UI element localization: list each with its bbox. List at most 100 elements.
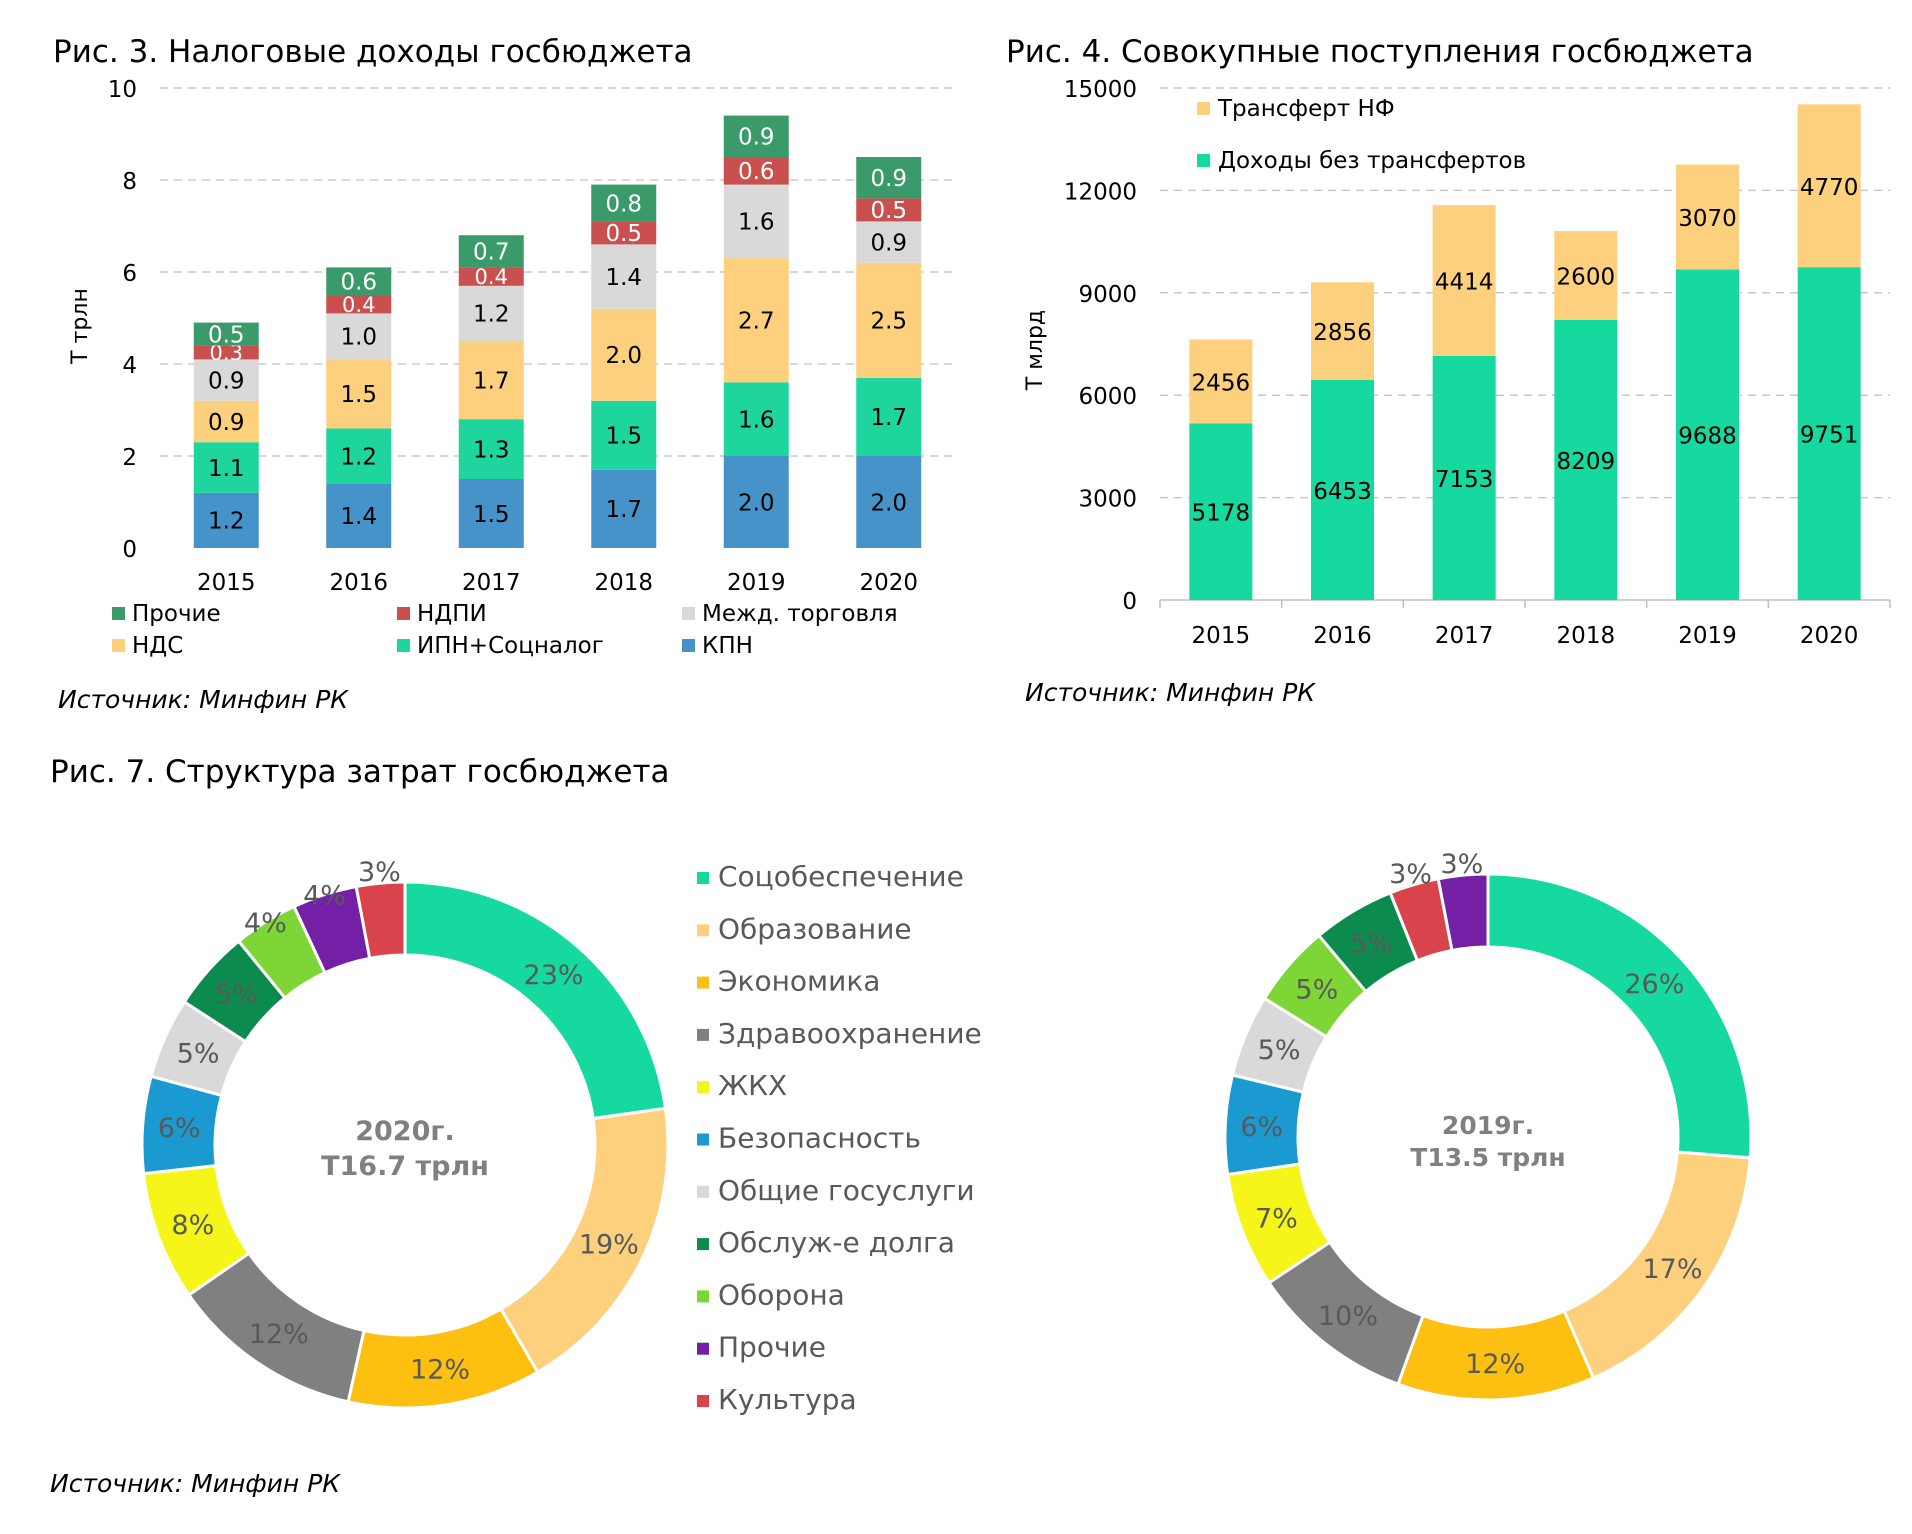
fig4-bar-доходы-без-трансфертов bbox=[1676, 269, 1739, 600]
donut-2019-slice-label: 26% bbox=[1624, 969, 1684, 1000]
fig3-bar-ндс bbox=[856, 262, 922, 378]
fig4-title: Рис. 4. Совокупные поступления госбюджет… bbox=[1006, 34, 1754, 70]
fig7-legend-образование: Образование bbox=[718, 912, 912, 945]
fig3-bar-межд-торговля bbox=[193, 359, 259, 401]
fig3-y-tick: 8 bbox=[122, 169, 137, 195]
fig4-bar-доходы-без-трансфертов bbox=[1189, 423, 1253, 600]
donut-2020-slice-label: 8% bbox=[171, 1210, 214, 1241]
fig7-legend-swatch bbox=[697, 976, 709, 989]
fig3-bar-ндпи bbox=[856, 198, 922, 222]
fig4-data-label: 2600 bbox=[1557, 264, 1616, 290]
fig3-bar-прочие bbox=[723, 115, 789, 157]
fig7-legend-прочие: Прочие bbox=[718, 1331, 826, 1364]
fig3-bar-ндс bbox=[326, 359, 392, 429]
fig4-x-tick: 2018 bbox=[1557, 623, 1616, 649]
donut-2019-slice-label: 3% bbox=[1389, 859, 1432, 890]
fig3-bar-прочие bbox=[458, 235, 524, 268]
donut-2020-slice-label: 6% bbox=[158, 1113, 201, 1144]
fig4-y-axis-label: Т млрд bbox=[1023, 310, 1048, 391]
donut-2019-slice-label: 5% bbox=[1350, 928, 1393, 959]
fig4-data-label: 7153 bbox=[1435, 467, 1494, 493]
fig4-data-label: 2456 bbox=[1192, 370, 1251, 396]
fig3-bar-кпн bbox=[458, 479, 524, 548]
fig3-bar-межд-торговля bbox=[458, 285, 524, 341]
fig3-data-label: 0.9 bbox=[208, 368, 245, 394]
donut-2019-slice-label: 5% bbox=[1295, 974, 1338, 1005]
donut-2020-center-total: Т16.7 трлн bbox=[321, 1151, 489, 1182]
fig3-y-tick: 4 bbox=[122, 353, 137, 379]
donut-2020-slice-label: 12% bbox=[410, 1354, 470, 1385]
fig3-data-label: 1.7 bbox=[870, 405, 907, 431]
fig4-x-tick: 2020 bbox=[1800, 623, 1859, 649]
fig3-y-tick: 6 bbox=[122, 261, 137, 287]
fig7-legend-культура: Культура bbox=[718, 1383, 857, 1416]
fig4-bar-доходы-без-трансфертов bbox=[1432, 355, 1496, 600]
fig3-y-axis-label: Т трлн bbox=[68, 288, 93, 365]
fig3-bar-ипн-соцналог bbox=[591, 400, 657, 470]
fig3-data-label: 0.9 bbox=[208, 410, 245, 436]
fig7-title: Рис. 7. Структура затрат госбюджета bbox=[50, 754, 670, 790]
fig3-bar-ипн-соцналог bbox=[193, 442, 259, 493]
fig4-data-label: 5178 bbox=[1192, 501, 1251, 527]
fig7-legend-swatch bbox=[697, 1185, 709, 1198]
fig4-bar-доходы-без-трансфертов bbox=[1797, 267, 1861, 600]
fig3-data-label: 1.7 bbox=[605, 497, 642, 523]
fig3-data-label: 1.6 bbox=[738, 210, 775, 236]
fig3-y-tick: 10 bbox=[108, 77, 137, 103]
donut-2020-slice-соцобеспечение bbox=[403, 880, 668, 1121]
donut-2020-center-year: 2020г. bbox=[355, 1116, 455, 1147]
fig3-x-tick: 2019 bbox=[727, 570, 786, 596]
fig7-legend-swatch bbox=[697, 924, 709, 937]
fig3-x-tick: 2018 bbox=[594, 570, 653, 596]
fig3-source: Источник: Минфин РК bbox=[58, 685, 349, 714]
fig3-data-label: 1.2 bbox=[208, 509, 245, 535]
donut-2019-slice-прочие bbox=[1436, 872, 1490, 953]
fig3-legend-swatch bbox=[397, 607, 410, 620]
fig3-legend-swatch bbox=[112, 607, 125, 620]
fig3-data-label: 1.1 bbox=[208, 456, 245, 482]
donut-2019-slice-label: 12% bbox=[1465, 1349, 1525, 1380]
fig7-legend-оборона: Оборона bbox=[718, 1278, 845, 1311]
fig3-bar-ндс bbox=[591, 308, 657, 401]
fig3-data-label: 1.2 bbox=[473, 302, 510, 328]
donut-2020-slice-label: 12% bbox=[249, 1319, 309, 1350]
fig4-bar-доходы-без-трансфертов bbox=[1554, 319, 1618, 600]
fig4-x-tick: 2019 bbox=[1678, 623, 1737, 649]
fig3-data-label: 0.6 bbox=[340, 269, 377, 295]
fig4-source: Источник: Минфин РК bbox=[1025, 678, 1316, 707]
fig7-legend-безопасность: Безопасность bbox=[718, 1122, 921, 1155]
donut-2019-slice-label: 17% bbox=[1642, 1254, 1702, 1285]
fig3-data-label: 1.5 bbox=[473, 502, 510, 528]
fig4-legend-swatch bbox=[1197, 154, 1210, 167]
fig7-legend-swatch bbox=[697, 1342, 709, 1355]
donut-2019-slice-label: 6% bbox=[1240, 1112, 1283, 1143]
fig3-data-label: 0.9 bbox=[870, 166, 907, 192]
donut-2020-slice-культура bbox=[354, 880, 407, 961]
fig4-data-label: 9751 bbox=[1800, 423, 1859, 449]
fig4-y-tick: 3000 bbox=[1078, 487, 1137, 513]
fig3-bar-прочие bbox=[591, 184, 657, 222]
fig3-data-label: 2.7 bbox=[738, 309, 775, 335]
fig4-bar-трансферт-нф bbox=[1432, 205, 1496, 356]
donut-2020-slice-label: 4% bbox=[244, 908, 287, 939]
fig3-bar-ипн-соцналог bbox=[458, 419, 524, 479]
fig7-legend-соцобеспечение: Соцобеспечение bbox=[718, 860, 964, 893]
fig3-legend-ипн-соцналог: ИПН+Соцналог bbox=[417, 633, 604, 659]
fig3-bar-ипн-соцналог bbox=[856, 377, 922, 456]
fig4-legend-трансферт-нф: Трансферт НФ bbox=[1217, 96, 1395, 122]
fig3-data-label: 1.6 bbox=[738, 407, 775, 433]
fig3-data-label: 0.9 bbox=[738, 125, 775, 151]
fig3-title: Рис. 3. Налоговые доходы госбюджета bbox=[53, 34, 693, 70]
fig7-legend-swatch bbox=[697, 872, 709, 884]
fig4-bar-трансферт-нф bbox=[1676, 164, 1739, 270]
fig3-bar-ндс bbox=[723, 258, 789, 383]
fig3-data-label: 0.7 bbox=[473, 240, 510, 266]
fig4-y-tick: 9000 bbox=[1078, 282, 1137, 308]
fig3-bar-кпн bbox=[193, 492, 259, 548]
fig4-x-tick: 2017 bbox=[1435, 623, 1494, 649]
fig4-bar-доходы-без-трансфертов bbox=[1311, 379, 1374, 600]
fig4-y-tick: 6000 bbox=[1078, 384, 1137, 410]
fig3-x-tick: 2015 bbox=[197, 570, 256, 596]
fig7-legend-общие-госуслуги: Общие госуслуги bbox=[718, 1174, 975, 1207]
